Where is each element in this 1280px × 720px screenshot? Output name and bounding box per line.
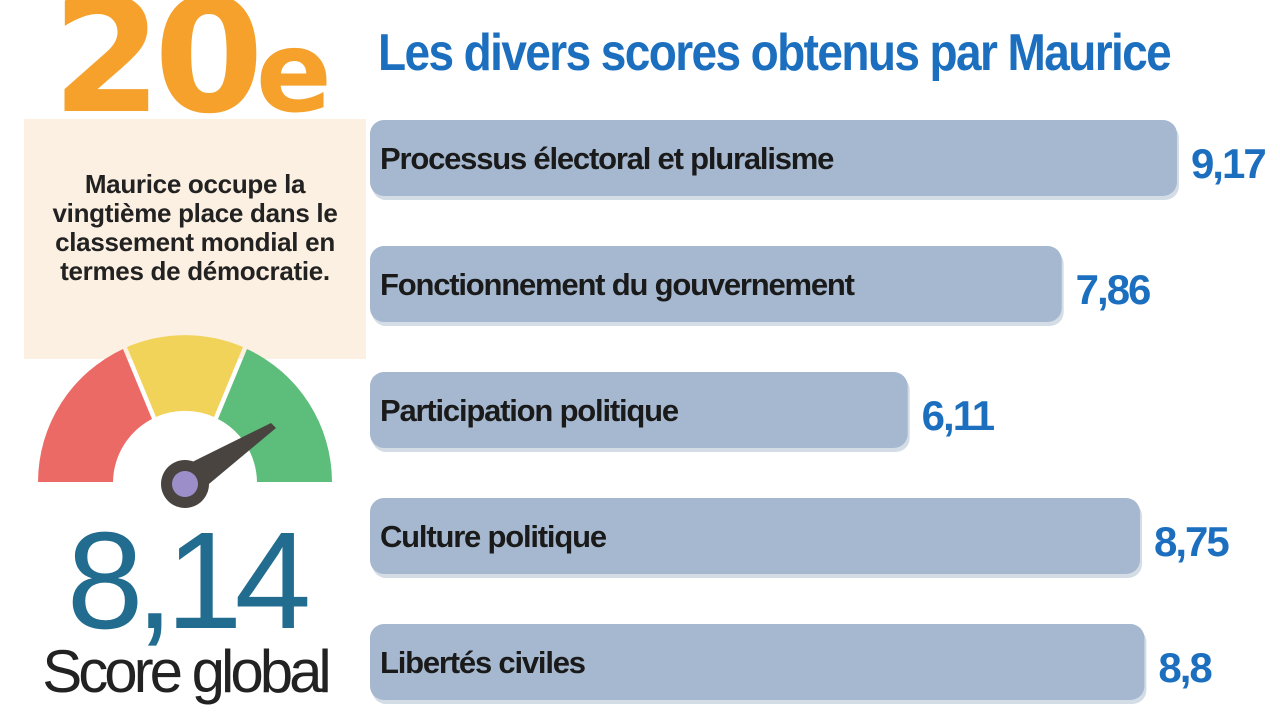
bar-value-label: 8,75	[1154, 518, 1229, 565]
bar-group: Fonctionnement du gouvernement 7,86	[370, 246, 1152, 326]
bar-category-label: Fonctionnement du gouvernement	[380, 267, 855, 302]
gauge-yellow-segment	[127, 335, 243, 417]
bar-value-label: 6,11	[922, 392, 995, 439]
left-panel: 20e Maurice occupe la vingtième place da…	[0, 0, 370, 720]
bar	[370, 246, 1062, 322]
rank-number: 20e	[52, 0, 332, 136]
gauge-hub-center	[172, 471, 198, 497]
chart-title: Les divers scores obtenus par Maurice	[378, 23, 1172, 82]
bar-category-label: Culture politique	[380, 519, 607, 554]
bar-category-label: Libertés civiles	[380, 645, 585, 680]
rank-number-value: 20	[52, 0, 264, 149]
bar-group: Culture politique 8,75	[370, 498, 1231, 578]
bar-group: Processus électoral et pluralisme 9,17	[370, 120, 1267, 200]
rank-box	[24, 119, 366, 359]
global-score-value: 8,14	[66, 504, 312, 658]
bar-category-label: Participation politique	[380, 393, 679, 428]
gauge-green-segment	[218, 349, 332, 482]
bar-value-label: 9,17	[1191, 140, 1265, 187]
bar-value-label: 8,8	[1158, 644, 1212, 691]
gauge-icon	[38, 335, 332, 508]
bar	[370, 120, 1177, 196]
bar	[370, 498, 1140, 574]
bar-group: Libertés civiles 8,8	[370, 624, 1214, 704]
bar-group: Participation politique 6,11	[370, 372, 997, 452]
rank-description: Maurice occupe la vingtième place dans l…	[52, 169, 338, 286]
bar	[370, 624, 1145, 700]
bar-category-label: Processus électoral et pluralisme	[380, 141, 834, 176]
bar	[370, 372, 908, 448]
rank-suffix: e	[255, 8, 332, 138]
bar-value-label: 7,86	[1076, 266, 1150, 313]
global-score-label: Score global	[42, 638, 332, 705]
gauge-red-segment	[38, 349, 152, 482]
